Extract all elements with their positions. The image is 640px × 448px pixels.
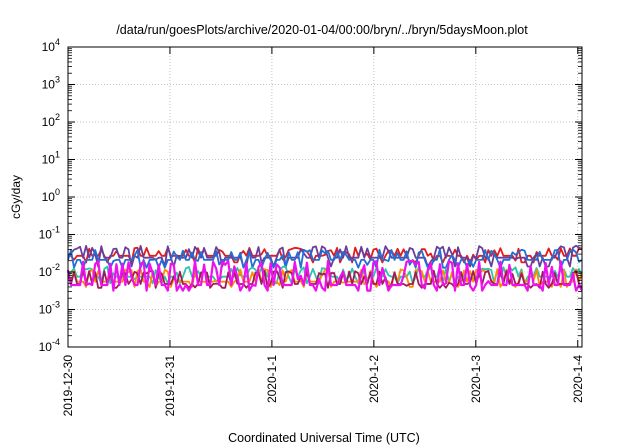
series-line (68, 246, 583, 264)
y-axis-label: cGy/day (9, 175, 23, 219)
plot-frame (67, 46, 583, 348)
x-tick-label: 2019-12-30 (61, 355, 75, 417)
y-tick-label: 10-3 (39, 300, 60, 317)
series-line (67, 248, 583, 269)
series-line (66, 259, 583, 292)
y-tick-labels: 10-4 10-3 10-2 10-1 100 101 102 103 104 (39, 37, 60, 354)
y-tick-label: 101 (42, 150, 60, 167)
x-tick-label: 2020-1-3 (469, 355, 483, 403)
y-tick-label: 10-2 (39, 262, 60, 279)
y-tick-label: 10-4 (39, 337, 60, 354)
series-layer (66, 244, 583, 292)
x-tick-label: 2020-1-2 (367, 355, 381, 403)
y-tick-label: 104 (42, 37, 60, 54)
x-tick-label: 2020-1-1 (265, 355, 279, 403)
x-tick-label: 2019-12-31 (163, 355, 177, 417)
y-tick-label: 103 (42, 75, 60, 92)
chart-title: /data/run/goesPlots/archive/2020-01-04/0… (116, 23, 528, 37)
y-tick-label: 100 (42, 187, 60, 204)
y-tick-label: 102 (42, 112, 60, 129)
x-tick-label: 2020-1-4 (571, 355, 585, 403)
ticks (67, 46, 582, 348)
gridlines (68, 47, 582, 347)
x-axis-label: Coordinated Universal Time (UTC) (228, 431, 420, 445)
y-tick-label: 10-1 (39, 225, 60, 242)
x-tick-labels: 2019-12-30 2019-12-31 2020-1-1 2020-1-2 2020… (61, 355, 585, 417)
